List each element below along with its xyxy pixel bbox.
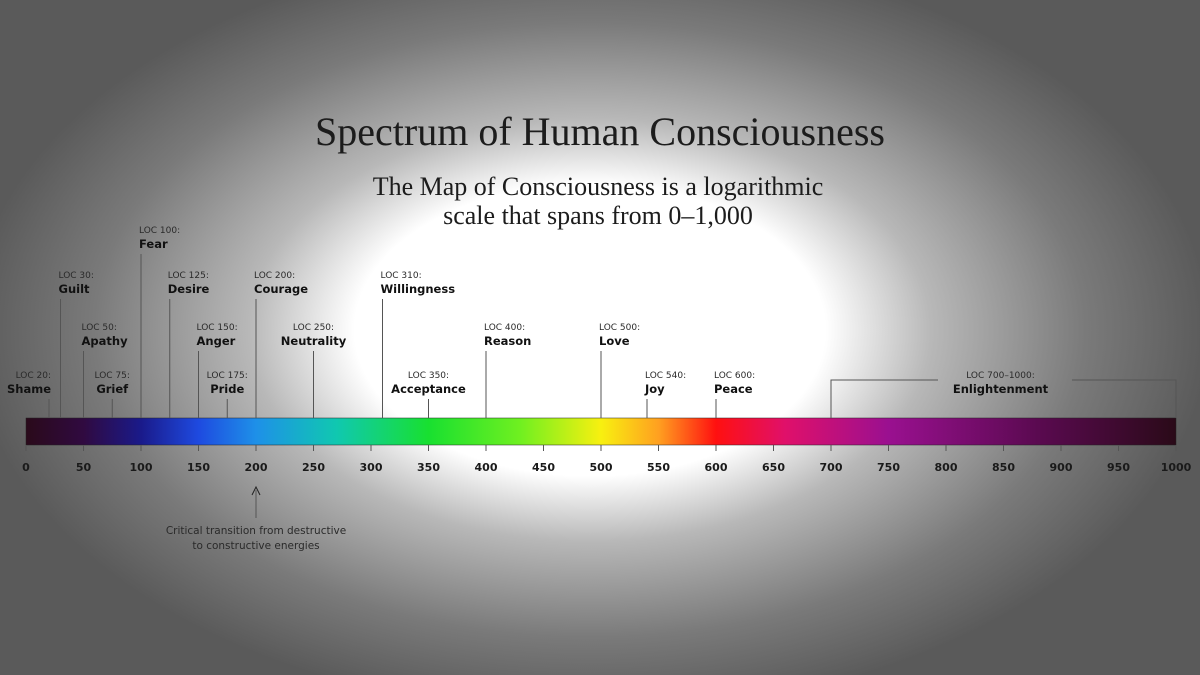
annotation-text: Critical transition from destructive xyxy=(166,525,346,537)
marker-name: Courage xyxy=(254,282,308,296)
x-tick-label: 550 xyxy=(647,461,670,474)
marker-name: Acceptance xyxy=(391,382,466,396)
marker-label: LOC 250: xyxy=(293,323,334,333)
marker-name: Enlightenment xyxy=(953,382,1049,396)
x-tick-label: 1000 xyxy=(1161,461,1192,474)
marker-label: LOC 150: xyxy=(197,323,238,333)
marker-label: LOC 400: xyxy=(484,323,525,333)
marker-label: LOC 600: xyxy=(714,371,755,381)
marker-name: Apathy xyxy=(82,334,129,348)
x-tick-label: 150 xyxy=(187,461,210,474)
spectrum-bar xyxy=(25,417,1177,446)
x-tick-label: 750 xyxy=(877,461,900,474)
marker-name: Neutrality xyxy=(281,334,347,348)
marker-label: LOC 540: xyxy=(645,371,686,381)
marker-label: LOC 100: xyxy=(139,226,180,236)
marker-label: LOC 350: xyxy=(408,371,449,381)
x-tick-label: 500 xyxy=(590,461,613,474)
marker-name: Anger xyxy=(197,334,236,348)
x-tick-label: 50 xyxy=(76,461,92,474)
marker-label: LOC 500: xyxy=(599,323,640,333)
marker-label: LOC 700–1000: xyxy=(966,371,1035,381)
x-tick-label: 800 xyxy=(935,461,958,474)
marker-name: Grief xyxy=(96,382,129,396)
marker-label: LOC 125: xyxy=(168,271,209,281)
marker-label: LOC 75: xyxy=(95,371,130,381)
marker-name: Love xyxy=(599,334,630,348)
marker-label: LOC 310: xyxy=(381,271,422,281)
marker-label: LOC 30: xyxy=(59,271,94,281)
marker-label: LOC 20: xyxy=(16,371,51,381)
marker-label: LOC 50: xyxy=(82,323,117,333)
annotation-text: to constructive energies xyxy=(192,540,319,552)
x-tick-label: 300 xyxy=(360,461,383,474)
x-tick-label: 0 xyxy=(22,461,30,474)
x-tick-label: 600 xyxy=(705,461,728,474)
marker-name: Guilt xyxy=(59,282,91,296)
marker-name: Joy xyxy=(644,382,665,396)
subtitle: The Map of Consciousness is a logarithmi… xyxy=(373,172,824,201)
arrow-head xyxy=(251,485,261,496)
marker-name: Fear xyxy=(139,237,168,251)
x-tick-label: 400 xyxy=(475,461,498,474)
x-tick-label: 100 xyxy=(130,461,153,474)
marker-name: Shame xyxy=(7,382,51,396)
marker-name: Peace xyxy=(714,382,753,396)
x-tick-label: 700 xyxy=(820,461,843,474)
x-tick-label: 350 xyxy=(417,461,440,474)
x-tick-label: 850 xyxy=(992,461,1015,474)
subtitle: scale that spans from 0–1,000 xyxy=(443,201,753,230)
x-tick-label: 450 xyxy=(532,461,555,474)
marker-label: LOC 200: xyxy=(254,271,295,281)
marker-name: Pride xyxy=(210,382,244,396)
x-tick-label: 250 xyxy=(302,461,325,474)
marker-label: LOC 175: xyxy=(207,371,248,381)
title: Spectrum of Human Consciousness xyxy=(315,109,885,154)
x-tick-label: 950 xyxy=(1107,461,1130,474)
x-tick-label: 200 xyxy=(245,461,268,474)
marker-name: Desire xyxy=(168,282,210,296)
x-tick-label: 650 xyxy=(762,461,785,474)
marker-name: Willingness xyxy=(381,282,456,296)
x-tick-label: 900 xyxy=(1050,461,1073,474)
marker-name: Reason xyxy=(484,334,531,348)
range-bracket xyxy=(830,379,1177,418)
